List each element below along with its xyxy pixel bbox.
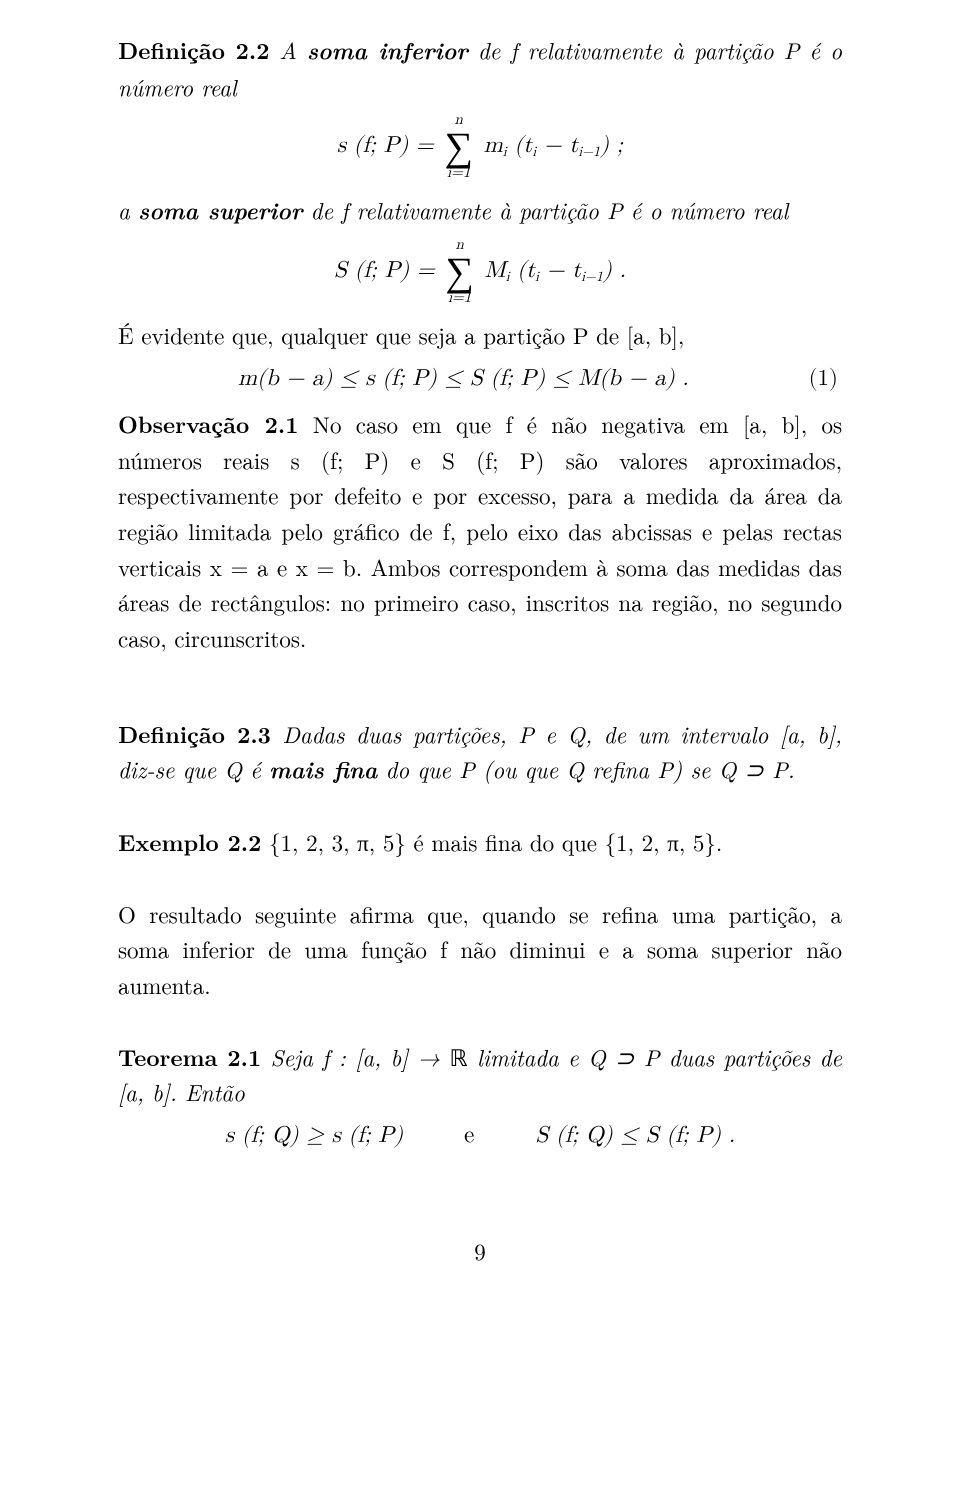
sigma-icon: ∑ xyxy=(444,129,473,165)
eq4-mid: e xyxy=(464,1124,474,1147)
spacer-1 xyxy=(118,664,842,716)
eq1-tim1: i−1 xyxy=(578,145,600,159)
ex22-heading: Exemplo 2.2 xyxy=(118,825,261,858)
def22-para1: Definição 2.2 A soma inferior de f relat… xyxy=(118,32,842,104)
def22-text-f: de f relativamente à partição P é o núme… xyxy=(302,193,788,226)
eq2-lhs: S (f; P) = xyxy=(334,259,442,282)
teo21-R: ℝ xyxy=(449,1040,467,1073)
eq2-p1: (t xyxy=(510,259,536,282)
eq1-sum-bot: i=1 xyxy=(444,165,473,182)
eq2-sum: n ∑ i=1 xyxy=(445,237,474,307)
def23-para: Definição 2.3 Dadas duas partições, P e … xyxy=(118,716,842,788)
equation-inequality: m(b − a) ≤ s (f; P) ≤ S (f; P) ≤ M(b − a… xyxy=(118,361,842,397)
sigma-icon-2: ∑ xyxy=(445,254,474,290)
def22-text-b: soma inferior xyxy=(307,34,468,67)
def22-text-d: a xyxy=(118,193,138,226)
ex22-body: {1, 2, 3, π, 5} é mais fina do que {1, 2… xyxy=(261,825,722,858)
def22-text-e: soma superior xyxy=(138,194,302,227)
obs21-heading: Observação 2.1 xyxy=(118,407,298,440)
def23-text-b: mais fina xyxy=(269,753,377,786)
obs21-para: Observação 2.1 No caso em que f é não ne… xyxy=(118,406,842,655)
eq3-number: (1) xyxy=(809,361,838,397)
eq2-M: M xyxy=(477,259,506,282)
ex22-para: Exemplo 2.2 {1, 2, 3, π, 5} é mais fina … xyxy=(118,824,842,860)
def22-text-a: A xyxy=(269,33,306,66)
eq1-minus: − t xyxy=(536,134,578,157)
eq2-close: ) . xyxy=(603,259,626,282)
teo21-text-a: Seja f : [a, b] → xyxy=(261,1040,449,1073)
def23-text-c: do que P (ou que Q refina P) se Q ⊃ P. xyxy=(377,752,794,785)
eq2-minus: − t xyxy=(539,259,581,282)
eq1-lhs: s (f; P) = xyxy=(337,134,442,157)
eq4-right: S (f; Q) ≤ S (f; P) . xyxy=(535,1124,735,1147)
eq2-tim1: i−1 xyxy=(581,270,603,284)
def23-heading: Definição 2.3 xyxy=(118,717,271,750)
teo21-para: Teorema 2.1 Seja f : [a, b] → ℝ limitada… xyxy=(118,1039,842,1110)
eq1-m: m xyxy=(476,134,503,157)
page-number: 9 xyxy=(118,1233,842,1269)
equation-upper-sum: S (f; P) = n ∑ i=1 Mi (ti − ti−1) . xyxy=(118,237,842,307)
evidente-para: É evidente que, qualquer que seja a part… xyxy=(118,317,842,353)
eq1-sum: n ∑ i=1 xyxy=(444,112,473,182)
equation-theorem: s (f; Q) ≥ s (f; P) e S (f; Q) ≤ S (f; P… xyxy=(118,1118,842,1154)
eq2-sum-bot: i=1 xyxy=(445,290,474,307)
def22-para2: a soma superior de f relativamente à par… xyxy=(118,192,842,229)
def22-heading: Definição 2.2 xyxy=(118,33,269,66)
eq1-p1: (t xyxy=(507,134,533,157)
spacer-2 xyxy=(118,796,842,824)
eq4-left: s (f; Q) ≥ s (f; P) xyxy=(225,1124,403,1147)
equation-lower-sum: s (f; P) = n ∑ i=1 mi (ti − ti−1) ; xyxy=(118,112,842,182)
refina-para: O resultado seguinte afirma que, quando … xyxy=(118,896,842,1003)
obs21-body: No caso em que f é não negativa em [a, b… xyxy=(118,407,842,654)
teo21-heading: Teorema 2.1 xyxy=(118,1040,261,1073)
eq3-body: m(b − a) ≤ s (f; P) ≤ S (f; P) ≤ M(b − a… xyxy=(238,367,689,390)
eq1-close: ) ; xyxy=(600,134,623,157)
spacer-3 xyxy=(118,868,842,896)
spacer-4 xyxy=(118,1011,842,1039)
page: Definição 2.2 A soma inferior de f relat… xyxy=(0,0,960,1511)
